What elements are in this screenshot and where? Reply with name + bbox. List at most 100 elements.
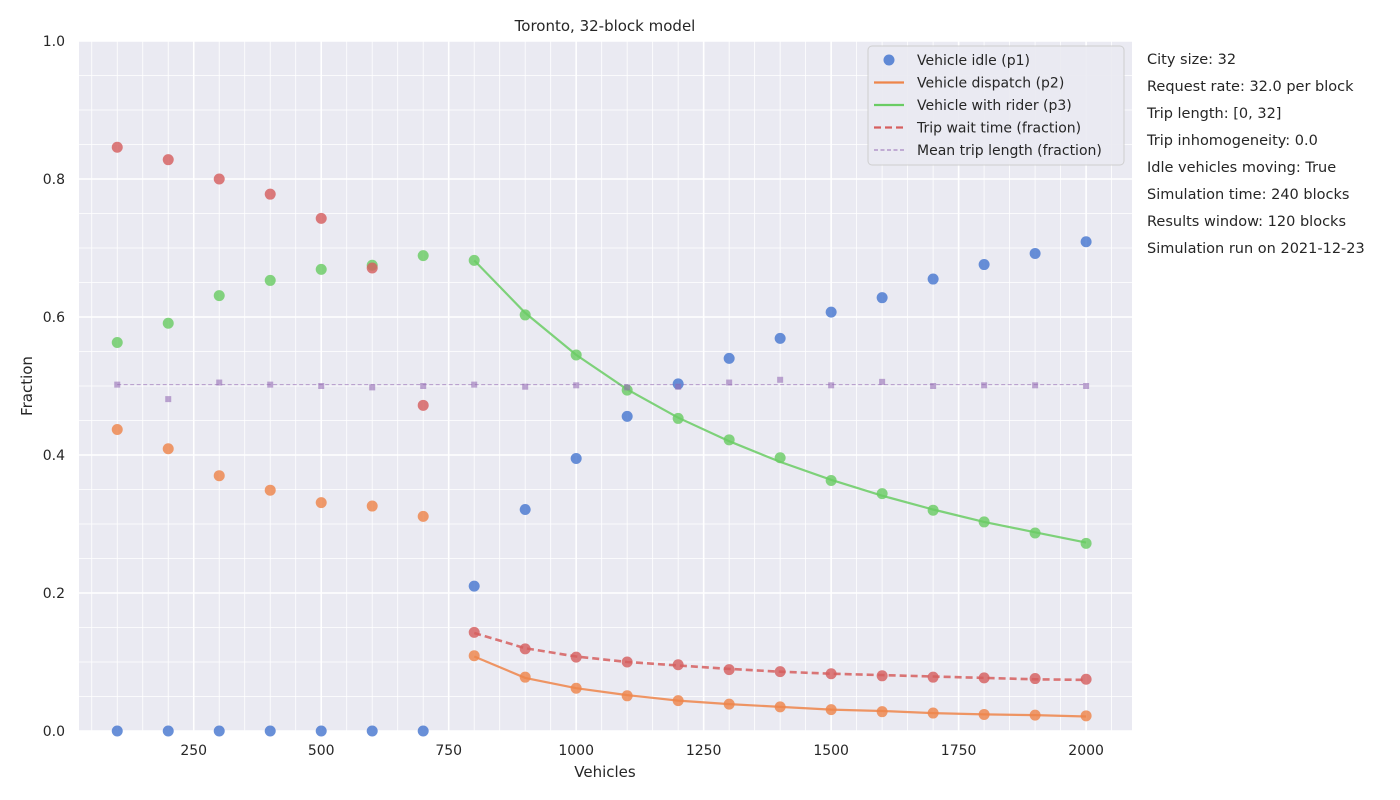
mean-trip-length-point — [573, 382, 580, 389]
series-4-point — [519, 643, 531, 655]
legend: Vehicle idle (p1) Vehicle dispatch (p2) Ve… — [867, 45, 1125, 166]
series-1-point — [366, 725, 378, 737]
series-2-point — [417, 510, 429, 522]
series-4-point — [417, 399, 429, 411]
series-1-point — [774, 332, 786, 344]
series-4-point — [927, 671, 939, 683]
series-3-point — [417, 250, 429, 262]
mean-trip-length-point — [1032, 382, 1039, 389]
series-4-point — [1080, 673, 1092, 685]
simulation-info: City size: 32 Request rate: 32.0 per blo… — [1147, 50, 1365, 266]
info-city-size: City size: 32 — [1147, 52, 1237, 68]
series-4-point — [468, 626, 480, 638]
series-4-point — [978, 672, 990, 684]
chart-title: Toronto, 32-block model — [514, 17, 696, 35]
y-tick-label: 0.6 — [43, 310, 65, 326]
mean-trip-length-point — [522, 383, 529, 390]
series-4-point — [876, 670, 888, 682]
info-simulation-time: Simulation time: 240 blocks — [1147, 187, 1350, 203]
info-run-date: Simulation run on 2021-12-23 — [1147, 241, 1365, 257]
series-2-point — [927, 707, 939, 719]
mean-trip-length-point — [828, 382, 835, 389]
y-axis-label: Fraction — [18, 356, 36, 416]
mean-trip-length-point — [216, 379, 223, 386]
data-points — [111, 141, 1092, 737]
series-4-point — [162, 154, 174, 166]
series-2-point — [111, 423, 123, 435]
series-2-point — [723, 698, 735, 710]
series-4-point — [1029, 673, 1041, 685]
series-3-point — [162, 317, 174, 329]
series-4-point — [366, 262, 378, 274]
series-1-point — [978, 259, 990, 271]
info-idle-vehicles-moving: Idle vehicles moving: True — [1147, 160, 1337, 176]
x-tick-label: 500 — [308, 743, 335, 759]
info-trip-inhomogeneity: Trip inhomogeneity: 0.0 — [1147, 133, 1318, 149]
series-4-point — [315, 212, 327, 224]
legend-swatch-circle — [883, 54, 895, 66]
series-1-point — [519, 504, 531, 516]
series-4-point — [723, 664, 735, 676]
mean-trip-length-point — [471, 381, 478, 388]
mean-trip-length-point — [930, 383, 937, 389]
mean-trip-length-point — [777, 376, 784, 383]
series-2-point — [213, 470, 225, 482]
mean-trip-length-point — [114, 381, 121, 388]
series-3-point — [111, 337, 123, 349]
series-1-point — [621, 410, 633, 422]
series-1-point — [264, 725, 276, 737]
mean-trip-length-point — [369, 384, 376, 391]
info-request-rate: Request rate: 32.0 per block — [1147, 79, 1354, 95]
mean-trip-length-point — [318, 383, 325, 389]
series-3-point — [1080, 537, 1092, 549]
series-2-point — [162, 443, 174, 455]
y-tick-label: 0.8 — [43, 172, 65, 188]
x-tick-label: 250 — [180, 743, 207, 759]
info-results-window: Results window: 120 blocks — [1147, 214, 1346, 230]
legend-label: Trip wait time (fraction) — [916, 121, 1081, 137]
x-tick-label: 1500 — [813, 743, 849, 759]
series-2-point — [1029, 709, 1041, 721]
series-1-point — [927, 273, 939, 285]
x-tick-label: 1000 — [558, 743, 594, 759]
mean-trip-length-point — [675, 383, 682, 390]
legend-label: Vehicle dispatch (p2) — [917, 76, 1064, 92]
series-4-point — [111, 141, 123, 153]
mean-trip-length-point — [420, 383, 427, 389]
series-4-point — [672, 659, 684, 671]
series-4-point — [621, 656, 633, 668]
series-2-point — [978, 708, 990, 720]
legend-box — [867, 45, 1125, 166]
series-1-point — [417, 725, 429, 737]
series-1-point — [1080, 236, 1092, 248]
legend-label: Vehicle with rider (p3) — [917, 98, 1072, 114]
series-2-point — [825, 704, 837, 716]
series-3-point — [315, 263, 327, 275]
series-3-point — [672, 412, 684, 424]
series-1-point — [111, 725, 123, 737]
series-2-point — [468, 650, 480, 662]
series-3-point — [213, 290, 225, 302]
mean-trip-length-point — [267, 381, 274, 388]
series-2-point — [774, 701, 786, 713]
x-tick-label: 1750 — [941, 743, 977, 759]
mean-trip-length-point — [879, 378, 886, 385]
series-2-point — [519, 671, 531, 683]
x-tick-label: 2000 — [1068, 743, 1104, 759]
series-2-point — [1080, 710, 1092, 722]
series-2-point — [366, 500, 378, 512]
series-3-point — [723, 434, 735, 446]
legend-label: Vehicle idle (p1) — [917, 53, 1030, 69]
series-4-point — [774, 666, 786, 678]
y-tick-label: 0.2 — [43, 586, 65, 602]
series-1-point — [723, 352, 735, 364]
mean-trip-length-point — [624, 384, 631, 391]
legend-label: Mean trip length (fraction) — [917, 143, 1102, 159]
series-2-point — [315, 497, 327, 509]
y-tick-label: 0.0 — [43, 724, 65, 740]
series-1-point — [876, 292, 888, 304]
series-3-point — [519, 309, 531, 321]
series-2-point — [570, 682, 582, 694]
series-3-point — [468, 254, 480, 266]
